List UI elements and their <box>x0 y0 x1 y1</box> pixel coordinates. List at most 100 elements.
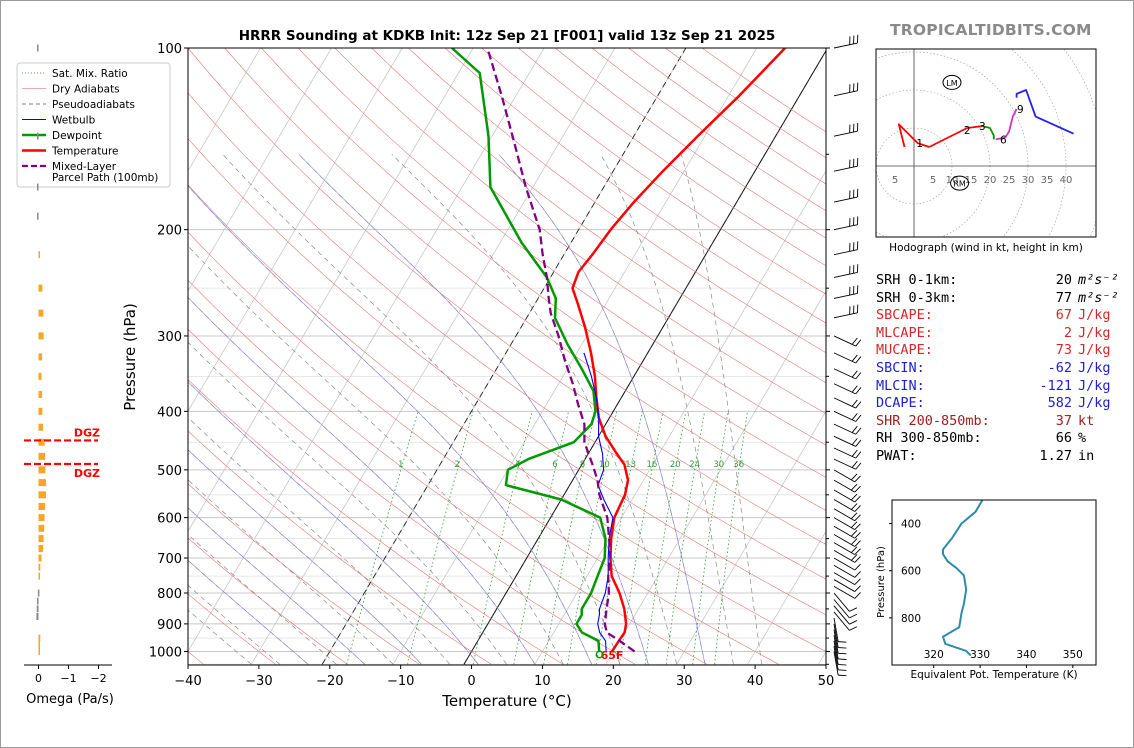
stat-value: 66 <box>1055 430 1072 447</box>
omega-bar <box>38 309 44 317</box>
wind-barb <box>833 241 859 256</box>
barb-flag <box>849 626 858 631</box>
barb-flag <box>838 663 847 666</box>
barb-staff <box>833 489 856 503</box>
wind-barb <box>833 397 862 409</box>
barb-flag <box>853 305 855 314</box>
barb-flag <box>849 243 851 252</box>
stat-row: MUCAPE: 73 J/kg <box>876 342 1126 360</box>
hodograph-tick-label: 5 <box>930 175 936 186</box>
stat-row: SBCIN: -62 J/kg <box>876 360 1126 378</box>
hodograph-segment <box>928 125 983 148</box>
wetbulb-adiabat <box>188 296 536 665</box>
barb-flag <box>851 425 858 433</box>
barb-flag <box>854 592 861 599</box>
stat-row: MLCAPE: 2 J/kg <box>876 325 1126 343</box>
barb-flag <box>857 157 859 167</box>
legend-label: Sat. Mix. Ratio <box>52 68 128 80</box>
storm-motion-marker <box>950 175 970 191</box>
barb-flag <box>857 188 859 198</box>
stat-label: SBCAPE: <box>876 307 933 324</box>
pseudoadiabat <box>188 341 507 665</box>
y-tick-label: 900 <box>157 618 182 633</box>
barb-flag <box>851 438 858 446</box>
stat-row: SRH 0-3km: 77 m²s⁻² <box>876 290 1126 308</box>
barb-flag <box>851 399 858 407</box>
barb-flag <box>855 462 862 470</box>
omega-panel: 0 −1 −2 DGZ DGZ <box>24 44 112 685</box>
barb-flag <box>855 401 862 409</box>
mixing-ratio-line <box>644 411 687 665</box>
dry-adiabat <box>408 48 826 354</box>
stat-label: RH 300-850mb: <box>876 430 982 447</box>
stat-row: RH 300-850mb: 66% <box>876 430 1126 448</box>
barb-flag <box>855 387 862 395</box>
barb-flag <box>853 265 855 274</box>
mixing-ratio-line <box>407 411 474 665</box>
barb-flag <box>851 354 858 362</box>
wetbulb-adiabat <box>188 185 592 665</box>
stat-label: SRH 0-3km: <box>876 289 958 306</box>
series-mixed-layer-parcel-path-mb- <box>486 48 636 653</box>
barb-staff <box>833 550 856 563</box>
barb-flag <box>855 356 862 364</box>
wind-barb <box>833 605 858 625</box>
barb-flag <box>851 337 858 345</box>
theta-x-tick-label: 340 <box>1016 649 1036 661</box>
hodograph-tick-label: 20 <box>984 175 997 186</box>
mixing-ratio-line <box>567 411 618 665</box>
barb-flag <box>857 82 859 91</box>
hodograph-tick-label: 15 <box>965 175 978 186</box>
barb-flag <box>855 414 862 422</box>
mixing-ratio-label: 2 <box>454 460 459 470</box>
pseudoadiabat <box>188 559 309 665</box>
stat-value: 37 <box>1055 412 1072 429</box>
barb-flag <box>849 265 851 275</box>
series-dewpoint <box>451 48 607 652</box>
dry-adiabat <box>188 92 826 580</box>
omega-bar <box>38 284 43 292</box>
stat-unit: % <box>1078 430 1087 447</box>
omega-bar <box>38 544 43 552</box>
barb-flag <box>857 285 859 294</box>
storm-motion-label: LM <box>946 79 957 88</box>
dry-adiabat <box>224 48 826 511</box>
barb-staff <box>833 640 839 665</box>
dry-adiabat <box>188 379 564 665</box>
barb-flag <box>853 83 855 92</box>
pseudoadiabat <box>680 154 763 665</box>
wind-barb <box>833 157 859 172</box>
wind-barb <box>833 623 847 649</box>
storm-motion-marker <box>942 74 962 90</box>
barb-flag <box>851 460 858 468</box>
wind-barb <box>833 458 862 470</box>
barb-flag <box>857 241 859 250</box>
wind-barb <box>833 410 862 422</box>
barb-flag <box>855 439 862 447</box>
hodograph-height-label: 6 <box>1000 134 1007 146</box>
x-tick-label: −20 <box>316 674 343 689</box>
theta-e-profile <box>942 500 984 657</box>
storm-motion-label: RM <box>953 180 966 189</box>
legend-label: Wetbulb <box>52 115 96 127</box>
barb-flag <box>849 607 858 612</box>
stat-unit: in <box>1078 447 1095 464</box>
wind-barb <box>833 585 861 599</box>
mixing-ratio-label: 10 <box>599 460 610 470</box>
omega-bar <box>38 353 43 361</box>
series-wetbulb <box>583 352 614 652</box>
barb-staff <box>833 592 850 612</box>
stat-value: 1.27 <box>1039 447 1072 464</box>
barb-flag <box>849 613 858 619</box>
stat-value: -121 <box>1039 377 1072 394</box>
barb-flag <box>850 554 858 561</box>
mixing-ratio-label: 24 <box>689 460 700 470</box>
barb-flag <box>849 36 851 45</box>
x-tick-label: −10 <box>387 674 414 689</box>
wind-barb <box>833 640 847 666</box>
wind-barb <box>833 592 858 612</box>
y-tick-label: 700 <box>157 552 182 567</box>
omega-bar <box>37 44 39 52</box>
omega-bar <box>38 535 44 543</box>
